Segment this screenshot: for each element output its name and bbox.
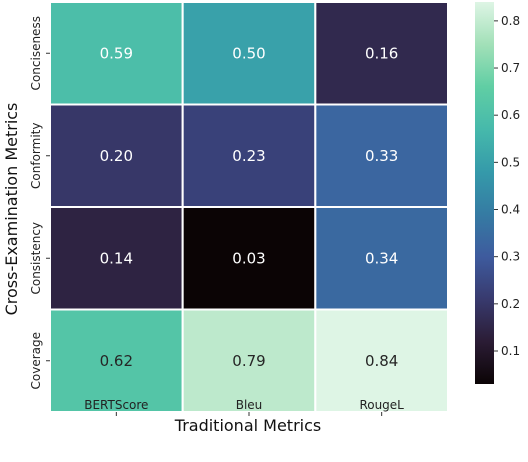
y-axis-label: Cross-Examination Metrics xyxy=(2,103,21,316)
cell-value-label: 0.03 xyxy=(232,249,265,267)
colorbar-tick-label: 0.2 xyxy=(501,297,520,311)
cell-value-label: 0.84 xyxy=(365,352,398,370)
cell-value-label: 0.16 xyxy=(365,44,398,62)
y-tick-label: Conformity xyxy=(29,123,43,189)
y-tick-labels: Conciseness Conformity Consistency Coverage xyxy=(29,16,50,390)
colorbar-tick-label: 0.1 xyxy=(501,344,520,358)
cell-value-label: 0.59 xyxy=(100,44,133,62)
colorbar-tick-label: 0.4 xyxy=(501,203,520,217)
heatmap-cell xyxy=(181,206,317,311)
y-tick-label: Consistency xyxy=(29,222,43,295)
cell-value-label: 0.20 xyxy=(100,147,133,165)
colorbar-tick-label: 0.7 xyxy=(501,61,520,75)
heatmap-cell xyxy=(49,1,184,106)
heatmap-cells: 0.59 0.50 0.16 0.20 0.23 0.33 0.14 0.03 0.34 0.62… xyxy=(49,1,450,413)
cell-value-label: 0.50 xyxy=(232,44,265,62)
x-tick-label: RougeL xyxy=(359,398,404,412)
colorbar-tick-label: 0.3 xyxy=(501,250,520,264)
cell-value-label: 0.34 xyxy=(365,249,398,267)
heatmap-cell xyxy=(314,1,450,106)
cell-value-label: 0.79 xyxy=(232,352,265,370)
colorbar-ticks: 0.1 0.2 0.3 0.4 0.5 0.6 0.7 0.8 xyxy=(494,14,520,358)
heatmap-cell xyxy=(181,1,317,106)
colorbar-tick-label: 0.5 xyxy=(501,155,520,169)
colorbar-tick-label: 0.6 xyxy=(501,108,520,122)
x-tick-labels: BERTScore Bleu RougeL xyxy=(84,398,404,416)
cell-value-label: 0.14 xyxy=(100,249,133,267)
heatmap-cell xyxy=(49,308,184,413)
cell-value-label: 0.62 xyxy=(100,352,133,370)
colorbar-tick-label: 0.8 xyxy=(501,14,520,28)
x-tick-label: BERTScore xyxy=(84,398,148,412)
heatmap-cell xyxy=(314,103,450,208)
cell-value-label: 0.23 xyxy=(232,147,265,165)
x-tick-label: Bleu xyxy=(236,398,263,412)
y-tick-label: Coverage xyxy=(29,332,43,390)
y-tick-label: Conciseness xyxy=(29,16,43,90)
x-axis-label: Traditional Metrics xyxy=(174,416,321,435)
cell-value-label: 0.33 xyxy=(365,147,398,165)
colorbar xyxy=(475,2,494,384)
heatmap-cell xyxy=(314,308,450,413)
